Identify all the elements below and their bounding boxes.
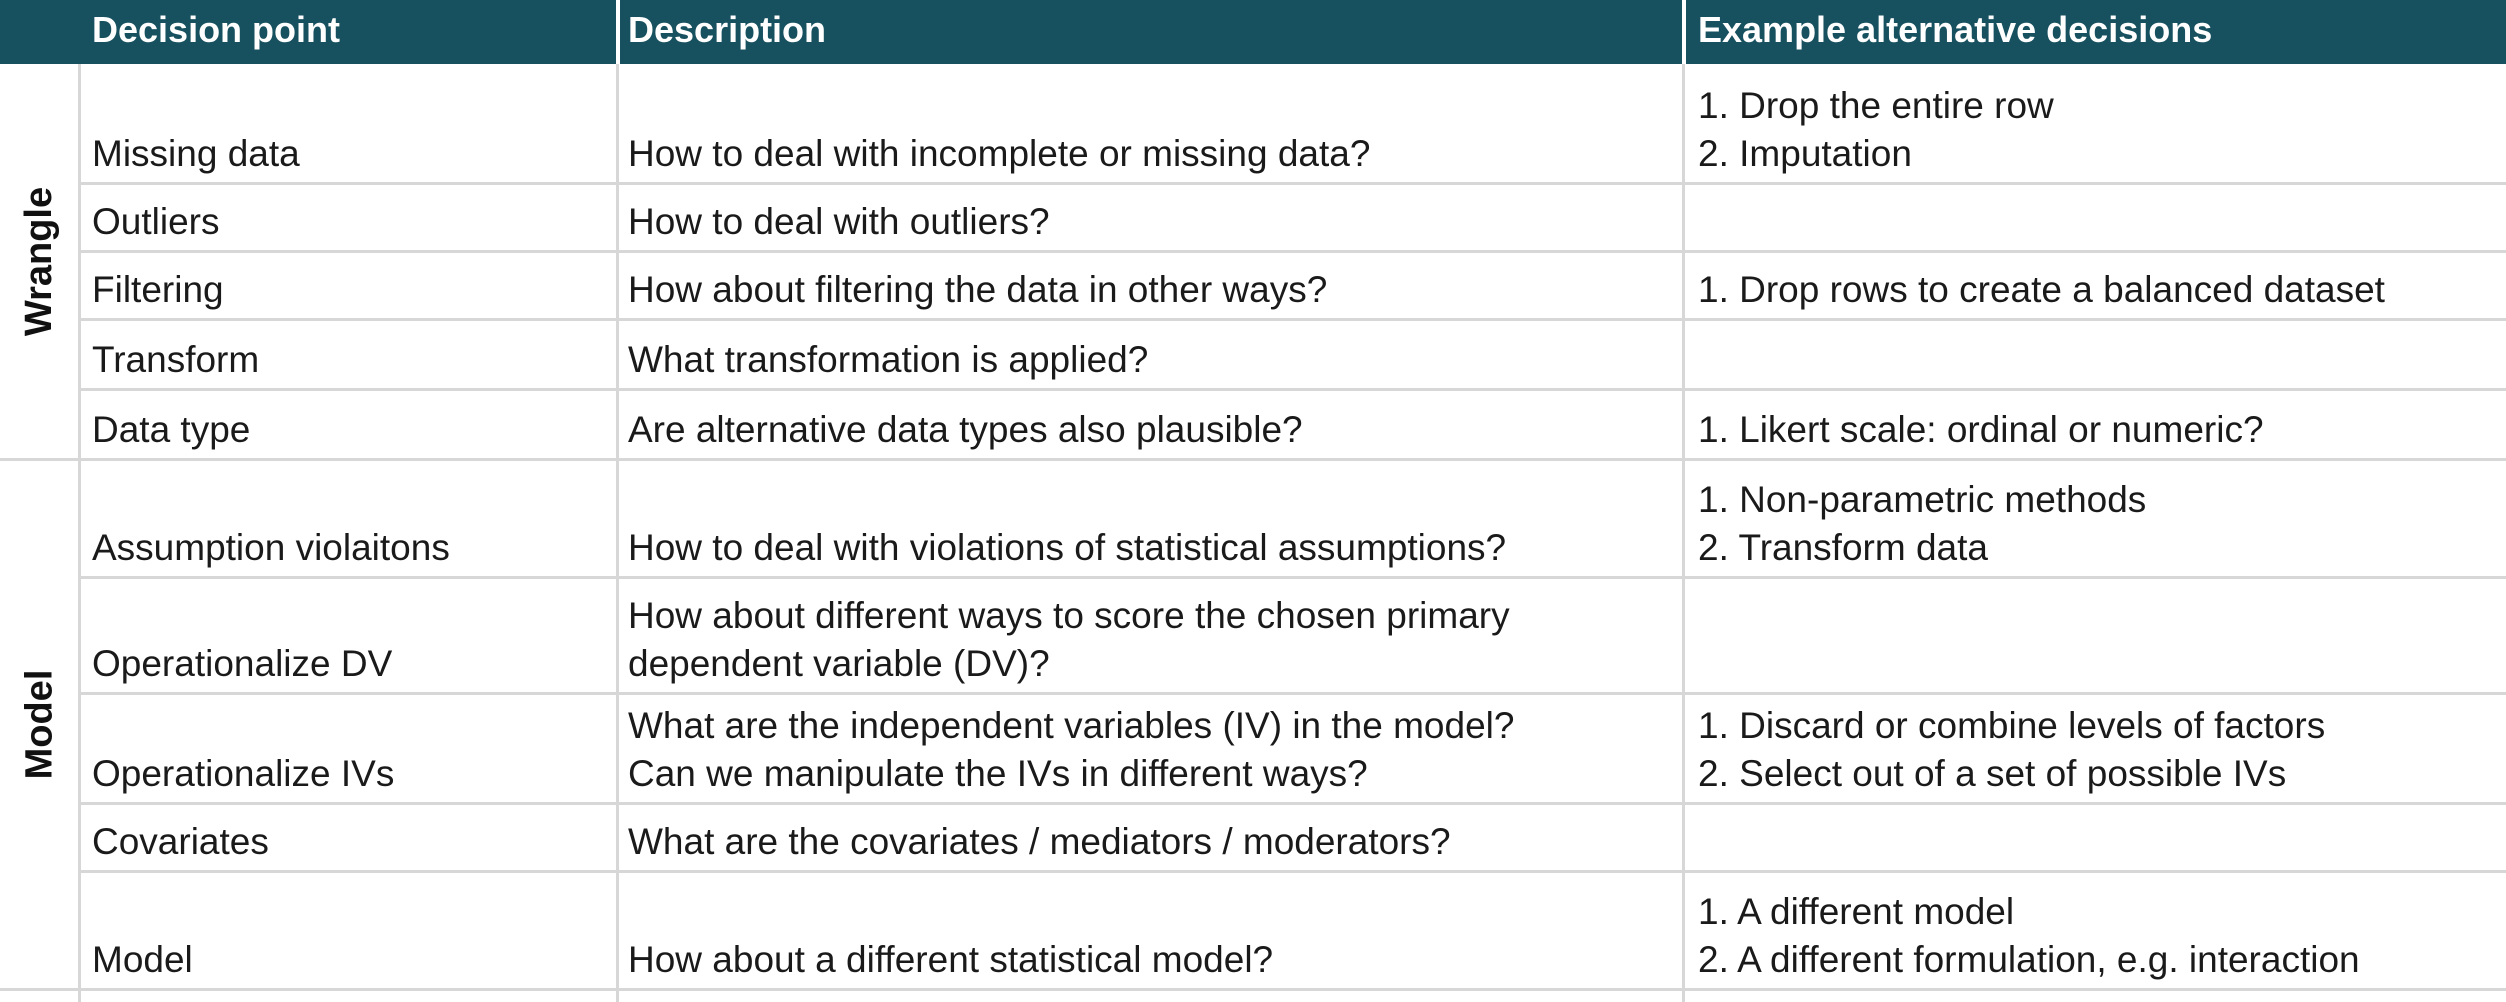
description-text: How to deal with incomplete or missing d… [628,133,1371,174]
header-divider [1682,0,1686,64]
decision-point-text: Assumption violaitons [92,527,450,568]
description-text: dependent variable (DV)? [628,643,1050,684]
example-item: 2. A different formulation, e.g. interac… [1698,939,2360,980]
example-item: 2. Imputation [1698,133,1912,174]
examples-cell: 1. Drop the entire row 2. Imputation [1698,64,2054,178]
description-cell: How to deal with outliers? [628,185,1050,246]
row-divider [80,182,2506,185]
decision-point-text: Operationalize IVs [92,753,395,794]
example-item: 2. Select out of a set of possible IVs [1698,753,2287,794]
group-divider [0,458,2506,461]
description-cell: How to deal with incomplete or missing d… [628,64,1370,178]
description-text: How to deal with violations of statistic… [628,527,1507,568]
table-header: Decision point Description Example alter… [0,0,2506,64]
row-divider [80,250,2506,253]
description-cell: What transformation is applied? [628,321,1148,384]
description-text: Can we manipulate the IVs in different w… [628,753,1368,794]
decision-point-cell: Model [92,873,193,984]
example-item: 1. Likert scale: ordinal or numeric? [1698,409,2264,450]
examples-cell: 1. Likert scale: ordinal or numeric? [1698,391,2264,454]
decision-point-text: Missing data [92,133,300,174]
group-divider [0,988,2506,991]
example-item: 2. Transform data [1698,527,1988,568]
row-divider [80,388,2506,391]
group-label-text: Wrangle [18,186,61,336]
description-cell: Are alternative data types also plausibl… [628,391,1303,454]
description-text: How about a different statistical model? [628,939,1274,980]
decision-point-text: Model [92,939,193,980]
group-label-wrangle: Wrangle [0,64,80,458]
header-description: Description [628,9,827,50]
decision-point-cell: Operationalize IVs [92,695,394,798]
decision-point-text: Transform [92,339,260,380]
decision-point-cell: Data type [92,391,250,454]
description-cell: How about filtering the data in other wa… [628,253,1327,314]
grid-line [616,64,619,1002]
group-label-model: Model [0,461,80,988]
decision-point-cell: Missing data [92,64,300,178]
example-item: 1. Discard or combine levels of factors [1698,705,2326,746]
description-text: How about filtering the data in other wa… [628,269,1328,310]
description-text: How about different ways to score the ch… [628,595,1510,636]
example-item: 1. Non-parametric methods [1698,479,2147,520]
decision-point-text: Outliers [92,201,220,242]
description-cell: What are the independent variables (IV) … [628,695,1514,798]
decision-point-text: Operationalize DV [92,643,393,684]
row-divider [80,870,2506,873]
description-text: What transformation is applied? [628,339,1149,380]
row-divider [80,802,2506,805]
group-label-text: Model [18,669,61,780]
description-cell: How about different ways to score the ch… [628,579,1510,688]
row-divider [80,576,2506,579]
header-example-alternatives: Example alternative decisions [1698,9,2213,50]
decision-point-text: Filtering [92,269,224,310]
example-item: 1. Drop the entire row [1698,85,2054,126]
grid-line [78,64,81,1002]
decision-point-cell: Assumption violaitons [92,461,450,572]
examples-cell: 1. Drop rows to create a balanced datase… [1698,253,2385,314]
grid-line [1682,64,1685,1002]
description-text: How to deal with outliers? [628,201,1050,242]
description-text: Are alternative data types also plausibl… [628,409,1303,450]
header-decision-point: Decision point [92,9,341,50]
decision-point-text: Covariates [92,821,269,862]
decision-point-cell: Covariates [92,805,269,866]
examples-cell: 1. A different model 2. A different form… [1698,873,2360,984]
example-item: 1. Drop rows to create a balanced datase… [1698,269,2385,310]
decision-point-cell: Filtering [92,253,224,314]
example-item: 1. A different model [1698,891,2015,932]
row-divider [80,318,2506,321]
decision-point-text: Data type [92,409,251,450]
decision-point-cell: Outliers [92,185,219,246]
examples-cell: 1. Discard or combine levels of factors … [1698,695,2325,798]
header-divider [616,0,620,64]
examples-cell: 1. Non-parametric methods 2. Transform d… [1698,461,2146,572]
description-text: What are the covariates / mediators / mo… [628,821,1451,862]
description-cell: What are the covariates / mediators / mo… [628,805,1451,866]
description-text: What are the independent variables (IV) … [628,705,1515,746]
description-cell: How about a different statistical model? [628,873,1273,984]
description-cell: How to deal with violations of statistic… [628,461,1506,572]
decision-point-cell: Transform [92,321,259,384]
row-divider [80,692,2506,695]
decision-point-cell: Operationalize DV [92,579,392,688]
